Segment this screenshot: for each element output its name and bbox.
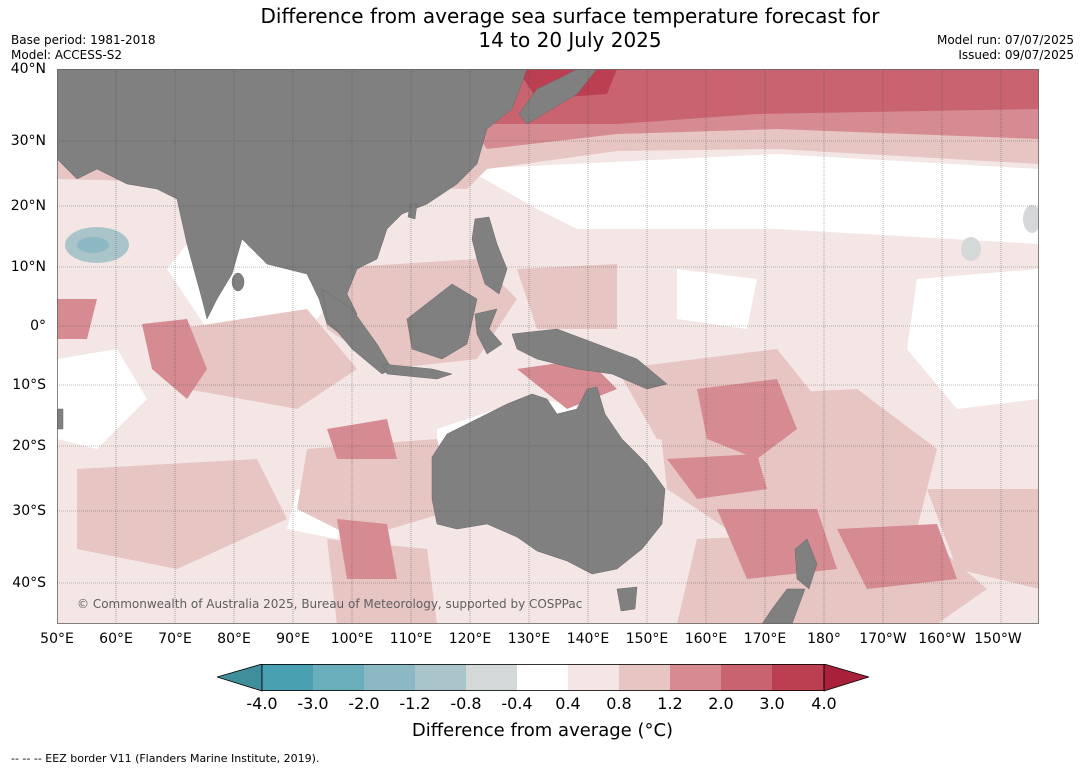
new-zealand-south xyxy=(761,588,806,624)
map-frame xyxy=(57,69,1039,624)
cool-anomaly-regions xyxy=(65,205,1039,263)
colorbar-tick: 0.8 xyxy=(606,694,632,713)
lat-label-20s: 20°S xyxy=(12,438,46,454)
model-info: Base period: 1981-2018 Model: ACCESS-S2 xyxy=(11,33,156,63)
lon-label-150w: 150°W xyxy=(974,631,1022,647)
lon-label-170w: 170°W xyxy=(859,631,907,647)
graticule xyxy=(57,69,1039,624)
copyright-text: © Commonwealth of Australia 2025, Bureau… xyxy=(77,597,583,611)
colorbar-frame xyxy=(261,664,825,692)
colorbar-bin-10 xyxy=(721,664,772,691)
colorbar-label: Difference from average (°C) xyxy=(411,720,674,741)
lat-label-20n: 20°N xyxy=(10,198,46,214)
borneo xyxy=(406,283,478,360)
model-run-text: Model run: 07/07/2025 xyxy=(936,33,1074,47)
lon-label-140e: 140°E xyxy=(566,631,610,647)
colorbar-tick: -2.0 xyxy=(348,694,380,713)
map-title: Difference from average sea surface temp… xyxy=(200,4,940,52)
lat-label-30n: 30°N xyxy=(10,133,46,149)
run-info: Model run: 07/07/2025 Issued: 09/07/2025 xyxy=(937,33,1074,63)
lat-label-0: 0° xyxy=(30,318,46,334)
colorbar xyxy=(217,664,869,692)
colorbar-tick: 0.4 xyxy=(555,694,581,713)
tasmania xyxy=(616,586,638,612)
lon-label-70e: 70°E xyxy=(158,631,192,647)
colorbar-bin-1 xyxy=(262,664,313,691)
title-line-2: 14 to 20 July 2025 xyxy=(478,28,662,52)
asia-landmass xyxy=(57,69,528,340)
colorbar-tick: 2.0 xyxy=(708,694,734,713)
colorbar-max-extend xyxy=(823,664,869,692)
lon-label-60e: 60°E xyxy=(99,631,133,647)
lon-label-120e: 120°E xyxy=(448,631,492,647)
colorbar-tick: -0.8 xyxy=(450,694,482,713)
colorbar-tick: -1.2 xyxy=(399,694,431,713)
colorbar-tick: -3.0 xyxy=(297,694,329,713)
japan xyxy=(518,69,598,125)
colorbar-bin-7 xyxy=(568,664,619,691)
sulawesi xyxy=(474,308,503,355)
lat-label-30s: 30°S xyxy=(12,503,46,519)
colorbar-bin-5 xyxy=(466,664,517,691)
land-masses xyxy=(57,69,818,624)
colorbar-tick: 1.2 xyxy=(657,694,683,713)
issued-text: Issued: 09/07/2025 xyxy=(958,48,1074,62)
lat-label-10s: 10°S xyxy=(12,377,46,393)
lat-label-40s: 40°S xyxy=(12,575,46,591)
lon-label-150e: 150°E xyxy=(625,631,669,647)
colorbar-bin-8 xyxy=(619,664,670,691)
sri-lanka xyxy=(231,272,245,292)
java xyxy=(381,363,453,380)
colorbar-bin-9 xyxy=(670,664,721,691)
lat-label-10n: 10°N xyxy=(10,259,46,275)
lon-label-160e: 160°E xyxy=(684,631,728,647)
colorbar-bin-4 xyxy=(415,664,466,691)
lon-label-130e: 130°E xyxy=(507,631,551,647)
lon-label-50e: 50°E xyxy=(40,631,74,647)
title-line-1: Difference from average sea surface temp… xyxy=(260,4,880,28)
lon-label-110e: 110°E xyxy=(389,631,433,647)
colorbar-bin-3 xyxy=(364,664,415,691)
colorbar-tick: 4.0 xyxy=(811,694,837,713)
australia xyxy=(431,386,666,575)
madagascar-edge xyxy=(57,408,64,430)
colorbar-tick: -4.0 xyxy=(246,694,278,713)
lon-label-180: 180° xyxy=(807,631,841,647)
lon-label-170e: 170°E xyxy=(743,631,787,647)
base-period-text: Base period: 1981-2018 xyxy=(11,33,156,47)
colorbar-tick: -0.4 xyxy=(501,694,533,713)
lon-label-160w: 160°W xyxy=(918,631,966,647)
lon-label-80e: 80°E xyxy=(217,631,251,647)
taiwan xyxy=(407,203,418,220)
colorbar-bin-11 xyxy=(772,664,824,691)
map-canvas xyxy=(57,69,1039,624)
lat-label-40n: 40°N xyxy=(10,61,46,77)
sst-anomaly-map xyxy=(57,69,1039,624)
lon-label-100e: 100°E xyxy=(330,631,374,647)
colorbar-bin-6 xyxy=(517,664,568,691)
colorbar-bin-2 xyxy=(313,664,364,691)
colorbar-min-extend xyxy=(217,664,263,692)
lon-label-90e: 90°E xyxy=(276,631,310,647)
colorbar-tick: 3.0 xyxy=(759,694,785,713)
model-text: Model: ACCESS-S2 xyxy=(11,48,123,62)
philippines xyxy=(471,216,508,295)
eez-footnote: -- -- -- EEZ border V11 (Flanders Marine… xyxy=(11,752,320,765)
new-zealand-north xyxy=(794,538,818,590)
